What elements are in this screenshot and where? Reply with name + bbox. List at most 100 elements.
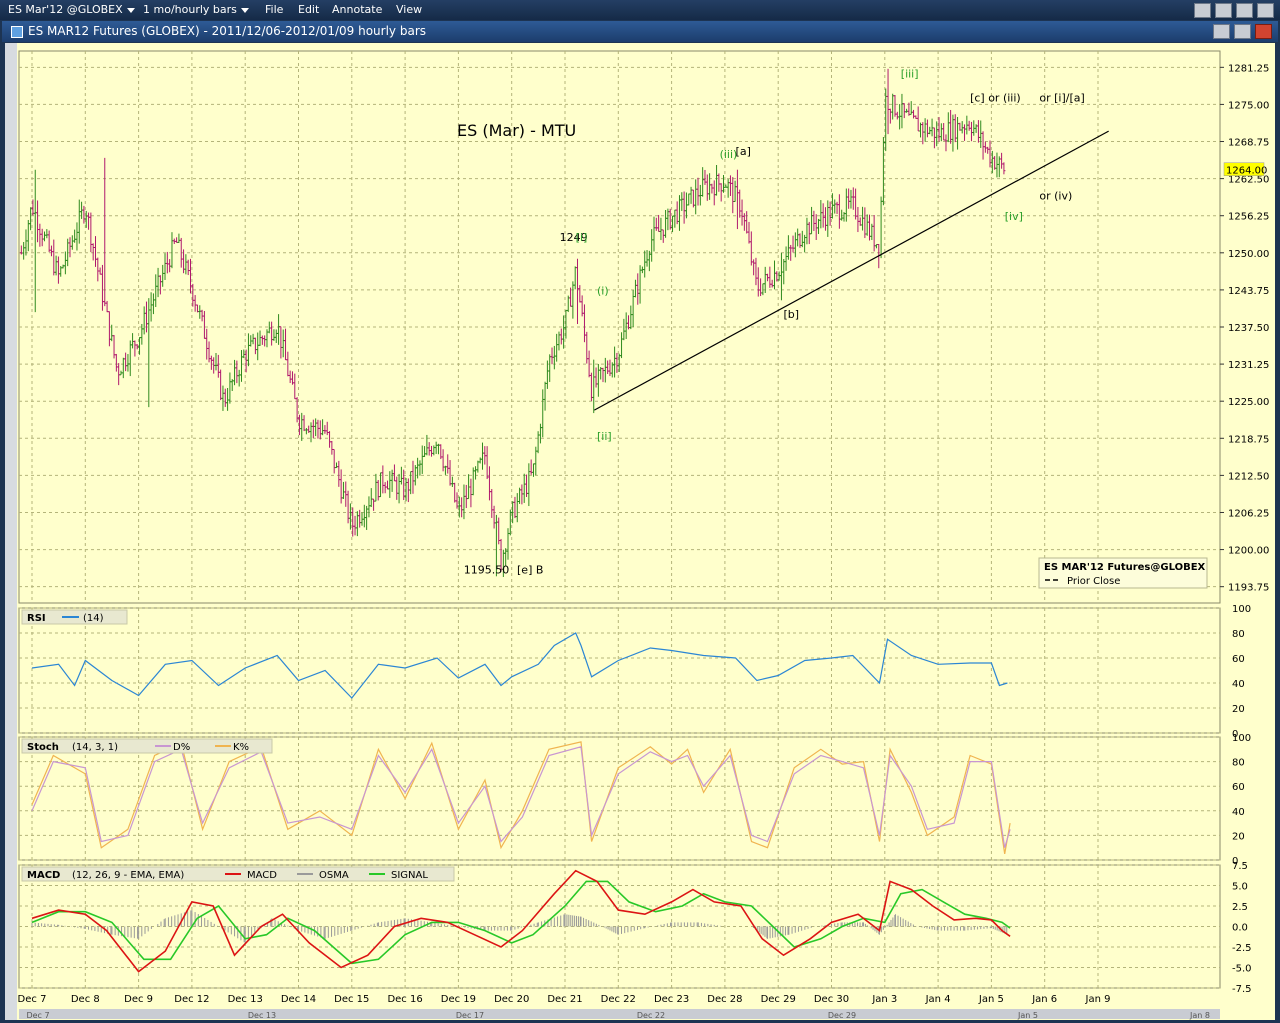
price-ytick-label: 1231.25 [1228, 360, 1269, 371]
wave-label: [i] [576, 231, 588, 244]
x-tick-label: Dec 28 [707, 994, 742, 1005]
chart-area[interactable]: 1281.25 1275.00 1268.75 1262.50 1256.25 1250.… [5, 43, 1275, 1020]
chart-title: ES (Mar) - MTU [457, 121, 576, 140]
x-tick-label: Dec 16 [387, 994, 422, 1005]
wave-label: [c] or (iii) [970, 91, 1021, 104]
period-selector[interactable]: 1 mo/hourly bars [143, 3, 249, 16]
overview-strip [19, 1009, 1220, 1019]
rsi-label: RSI [27, 613, 46, 624]
x-tick-label: Dec 15 [334, 994, 369, 1005]
stoch-label-box [21, 738, 273, 754]
rsi-ytick-label: 60 [1232, 654, 1245, 665]
rsi-ytick-label: 0 [1232, 729, 1238, 740]
stoch-ytick-label: 80 [1232, 758, 1245, 769]
rsi-ytick-label: 80 [1232, 629, 1245, 640]
price-legend-title: ES MAR'12 Futures@GLOBEX [1044, 562, 1206, 573]
stoch-ytick-label: 20 [1232, 831, 1245, 842]
close-icon[interactable] [1255, 24, 1272, 39]
macd-ytick-label: 2.5 [1232, 902, 1248, 913]
wave-label: [b] [784, 308, 800, 321]
x-tick-label: Dec 13 [228, 994, 263, 1005]
macd-params: (12, 26, 9 - EMA, EMA) [72, 870, 184, 881]
symbol-dropdown-icon [126, 7, 135, 13]
wave-label: 1249 [560, 231, 588, 244]
menu-bar: ES Mar'12 @GLOBEX 1 mo/hourly bars File … [0, 0, 1280, 20]
wave-label: [iv] [1005, 210, 1023, 223]
menu-edit[interactable]: Edit [298, 3, 320, 16]
chart-window-controls [1209, 24, 1272, 39]
app-pin-icon[interactable] [1215, 3, 1232, 18]
chart-window-title: ES MAR12 Futures (GLOBEX) - 2011/12/06-2… [28, 24, 427, 38]
stoch-ytick-label: 60 [1232, 782, 1245, 793]
price-ytick-label: 1193.75 [1228, 583, 1269, 594]
stoch-d-line [31, 746, 1011, 848]
period-selector-label: 1 mo/hourly bars [143, 3, 237, 16]
stoch-k-label: K% [233, 742, 249, 753]
left-toolstrip [5, 43, 17, 1020]
macd-ytick-label: -2.5 [1232, 943, 1252, 954]
wave-label: or (iv) [1039, 189, 1072, 202]
x-tick-label: Jan 6 [1031, 994, 1057, 1005]
app-options-icon[interactable] [1194, 3, 1211, 18]
wave-label: (iii) [720, 148, 738, 161]
price-ytick-label: 1275.00 [1228, 100, 1269, 111]
stoch-ytick-label: 0 [1232, 856, 1238, 867]
signal-legend-label: SIGNAL [391, 870, 428, 881]
wave-label: [e] B [517, 563, 543, 576]
x-tick-label: Dec 14 [281, 994, 316, 1005]
overview-tick-label: Dec 22 [637, 1011, 665, 1020]
price-ytick-label: 1237.50 [1228, 323, 1269, 334]
x-tick-label: Dec 8 [71, 994, 100, 1005]
wave-label: 1195.50 [464, 563, 510, 576]
overview-tick-label: Dec 17 [456, 1011, 484, 1020]
macd-line [31, 869, 1011, 973]
symbol-selector-label: ES Mar'12 @GLOBEX [8, 3, 123, 16]
x-tick-label: Jan 3 [871, 994, 897, 1005]
x-tick-label: Jan 5 [978, 994, 1004, 1005]
menu-file[interactable]: File [265, 3, 284, 16]
x-tick-label: Dec 20 [494, 994, 529, 1005]
wave-label: (i) [597, 284, 609, 297]
restore-icon[interactable] [1234, 24, 1251, 39]
wave-label: [ii] [597, 430, 612, 443]
app-maximize-icon[interactable] [1236, 3, 1253, 18]
app-close-icon[interactable] [1257, 3, 1274, 18]
rsi-ytick-label: 20 [1232, 704, 1245, 715]
rsi-ytick-label: 40 [1232, 679, 1245, 690]
wave-label: [iii] [901, 68, 919, 81]
x-tick-label: Dec 19 [441, 994, 476, 1005]
stoch-ytick-label: 100 [1232, 733, 1251, 744]
stoch-params: (14, 3, 1) [72, 742, 118, 753]
rsi-ytick-label: 100 [1232, 604, 1251, 615]
stoch-ytick-label: 40 [1232, 807, 1245, 818]
macd-ytick-label: 0.0 [1232, 923, 1248, 934]
price-ytick-label: 1256.25 [1228, 212, 1269, 223]
price-ytick-label: 1262.50 [1228, 175, 1269, 186]
x-tick-label: Dec 22 [601, 994, 636, 1005]
price-ytick-label: 1268.75 [1228, 138, 1269, 149]
price-ytick-label: 1250.00 [1228, 249, 1269, 260]
stoch-pane [18, 736, 1221, 861]
rsi-params: (14) [83, 613, 104, 624]
price-ytick-label: 1218.75 [1228, 434, 1269, 445]
price-ytick-label: 1281.25 [1228, 63, 1269, 74]
trendline [594, 130, 1109, 411]
overview-tick-label: Dec 29 [828, 1011, 856, 1020]
price-bars [19, 68, 1006, 577]
rsi-pane [18, 607, 1221, 734]
price-ytick-label: 1200.00 [1228, 546, 1269, 557]
price-ytick-label: 1206.25 [1228, 508, 1269, 519]
x-tick-label: Dec 9 [124, 994, 153, 1005]
menu-annotate[interactable]: Annotate [332, 3, 383, 16]
symbol-selector[interactable]: ES Mar'12 @GLOBEX [8, 3, 135, 16]
price-legend [1038, 557, 1208, 589]
price-ytick-label: 1212.50 [1228, 471, 1269, 482]
menu-view[interactable]: View [396, 3, 423, 16]
price-ytick-label: 1225.00 [1228, 397, 1269, 408]
minimize-icon[interactable] [1213, 24, 1230, 39]
overview-tick-label: Dec 13 [248, 1011, 276, 1020]
price-ytick-label: 1243.75 [1228, 286, 1269, 297]
x-tick-label: Dec 21 [547, 994, 582, 1005]
period-dropdown-icon [240, 7, 249, 13]
x-tick-label: Jan 4 [925, 994, 951, 1005]
